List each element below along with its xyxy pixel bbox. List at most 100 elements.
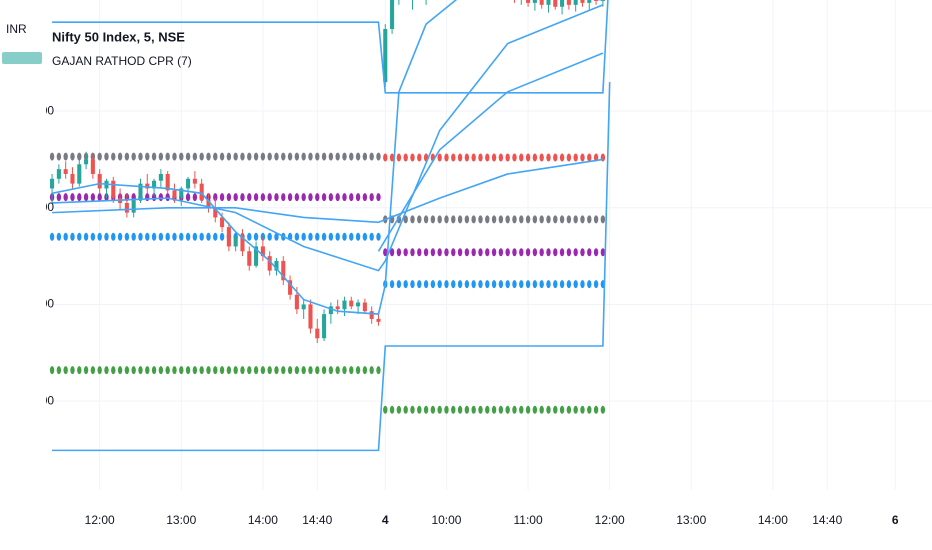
pivot-dot	[97, 193, 102, 202]
pivot-dot	[70, 232, 75, 241]
pivot-dot	[464, 215, 470, 224]
pivot-dot	[525, 280, 531, 289]
pivot-dot	[111, 152, 116, 161]
pivot-dot	[491, 215, 497, 224]
pivot-dot	[355, 193, 361, 202]
candle-body	[328, 306, 333, 315]
pivot-dot	[566, 248, 572, 257]
pivot-dot	[179, 366, 184, 375]
grid	[48, 0, 932, 490]
candle-body	[165, 173, 170, 191]
pivot-dot	[219, 193, 225, 202]
pivot-dot	[566, 215, 572, 224]
pivot-dot	[192, 232, 198, 241]
pivot-dot	[417, 280, 422, 289]
candle-body	[349, 300, 354, 307]
pivot-dot	[260, 193, 266, 202]
pivot-dot	[369, 152, 374, 161]
pivot-dot	[539, 405, 544, 414]
pivot-dot	[383, 153, 388, 162]
candle-body	[240, 236, 245, 252]
candle-body	[70, 173, 75, 184]
pivot-dot	[430, 405, 436, 414]
pivot-dot	[56, 232, 62, 241]
pivot-dot	[417, 153, 422, 162]
pivot-dot	[97, 366, 102, 375]
candle-body	[186, 178, 191, 189]
pivot-dot	[553, 153, 558, 162]
pivot-dot	[240, 193, 245, 202]
pivot-dot	[49, 152, 55, 161]
pivot-dot	[437, 153, 442, 162]
pivot-dot	[49, 366, 55, 375]
pivot-dot	[315, 366, 320, 375]
pivot-dot	[355, 366, 361, 375]
candle-body	[546, 0, 551, 5]
pivot-dot	[600, 405, 606, 414]
pivot-dot	[233, 152, 238, 161]
pivot-dot	[498, 215, 504, 224]
pivot-dot	[77, 232, 82, 241]
candle-body	[390, 0, 395, 29]
pivot-dot	[281, 366, 286, 375]
pivot-dot	[512, 215, 517, 224]
pivot-dot	[77, 152, 82, 161]
candle-body	[356, 302, 361, 307]
pivot-dot	[498, 248, 504, 257]
indicator-name: GAJAN RATHOD CPR (7)	[52, 54, 192, 68]
pivot-dot	[525, 405, 531, 414]
pivot-dot	[349, 366, 354, 375]
pivot-dot	[151, 152, 157, 161]
indicator-line	[52, 4, 604, 272]
pivot-dot	[179, 152, 184, 161]
pivot-dot	[267, 152, 272, 161]
candle-body	[145, 183, 150, 189]
candle-body	[308, 304, 313, 329]
pivot-dot	[226, 366, 232, 375]
pivot-dot	[403, 405, 408, 414]
pivot-dot	[430, 248, 436, 257]
candle-body	[50, 178, 55, 189]
pivot-dot	[104, 152, 109, 161]
pivot-dot	[315, 193, 320, 202]
pivot-dot	[539, 280, 544, 289]
pivot-dot	[124, 232, 130, 241]
pivot-dot	[63, 366, 68, 375]
pivot-dot	[389, 405, 395, 414]
x-tick-label: 14:40	[302, 513, 332, 527]
pivot-dot	[185, 366, 191, 375]
candle-body	[158, 173, 163, 181]
x-tick-label: 12:00	[85, 513, 115, 527]
pivot-dot	[158, 366, 164, 375]
pivot-dot	[226, 152, 232, 161]
pivot-dot	[396, 153, 402, 162]
x-tick-label: 13:00	[676, 513, 706, 527]
indicator-line	[52, 82, 611, 452]
pivot-dot	[369, 193, 374, 202]
pivot-dot	[240, 152, 245, 161]
pivot-dot	[464, 405, 470, 414]
pivot-dot	[226, 193, 232, 202]
candle-body	[573, 0, 578, 5]
pivot-dot	[464, 280, 470, 289]
pivot-dot	[267, 232, 272, 241]
pivot-dot	[471, 153, 476, 162]
pivot-dot	[573, 248, 578, 257]
pivot-dot	[410, 405, 415, 414]
pivot-dot	[253, 152, 259, 161]
pivot-dot	[600, 248, 606, 257]
pivot-dot	[165, 232, 170, 241]
candle-body	[281, 260, 286, 281]
pivot-dot	[308, 152, 313, 161]
candle-body	[131, 200, 136, 213]
pivot-dot	[315, 232, 320, 241]
pivot-dot	[213, 193, 218, 202]
pivot-dot	[70, 152, 75, 161]
pivot-dot	[587, 153, 592, 162]
candle-body	[77, 164, 82, 184]
pivot-dot	[444, 153, 449, 162]
pivot-dot	[83, 193, 89, 202]
candle-body	[124, 202, 129, 213]
pivot-dot	[124, 366, 130, 375]
pivot-dot	[471, 248, 476, 257]
